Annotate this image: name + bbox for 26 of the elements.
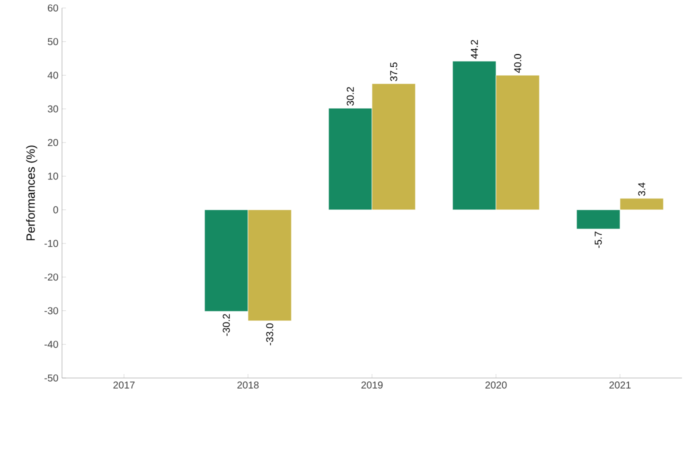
y-tick-label: 40 [48,72,58,79]
data-label: 40.0 [514,54,522,73]
data-label: 44.2 [470,40,478,59]
x-tick-label: 2017 [113,382,135,389]
y-tick-label: 20 [48,139,58,146]
x-tick-label: 2019 [361,382,383,389]
y-tick-label: -40 [44,340,58,348]
data-label: 37.5 [390,62,398,82]
y-tick-label: -50 [44,374,58,382]
y-tick-label: 30 [48,105,58,112]
x-tick-label: 2020 [485,382,507,389]
y-tick-label: -30 [44,307,58,314]
data-label: -5.7 [594,232,602,248]
data-label: -33.0 [266,323,274,346]
data-label: 3.4 [638,182,646,196]
y-tick-label: 60 [48,4,58,12]
y-tick-label: 10 [48,172,58,180]
y-tick-label: -20 [44,274,58,281]
data-label: 30.2 [346,87,354,106]
y-axis-title: Performances (%) [26,146,38,240]
x-tick-label: 2021 [609,382,631,389]
y-tick-label: -10 [44,240,58,247]
y-tick-label: 0 [53,206,58,214]
y-tick-label: 50 [48,38,58,46]
x-tick-label: 2018 [237,382,259,389]
data-label: -30.2 [222,314,230,336]
